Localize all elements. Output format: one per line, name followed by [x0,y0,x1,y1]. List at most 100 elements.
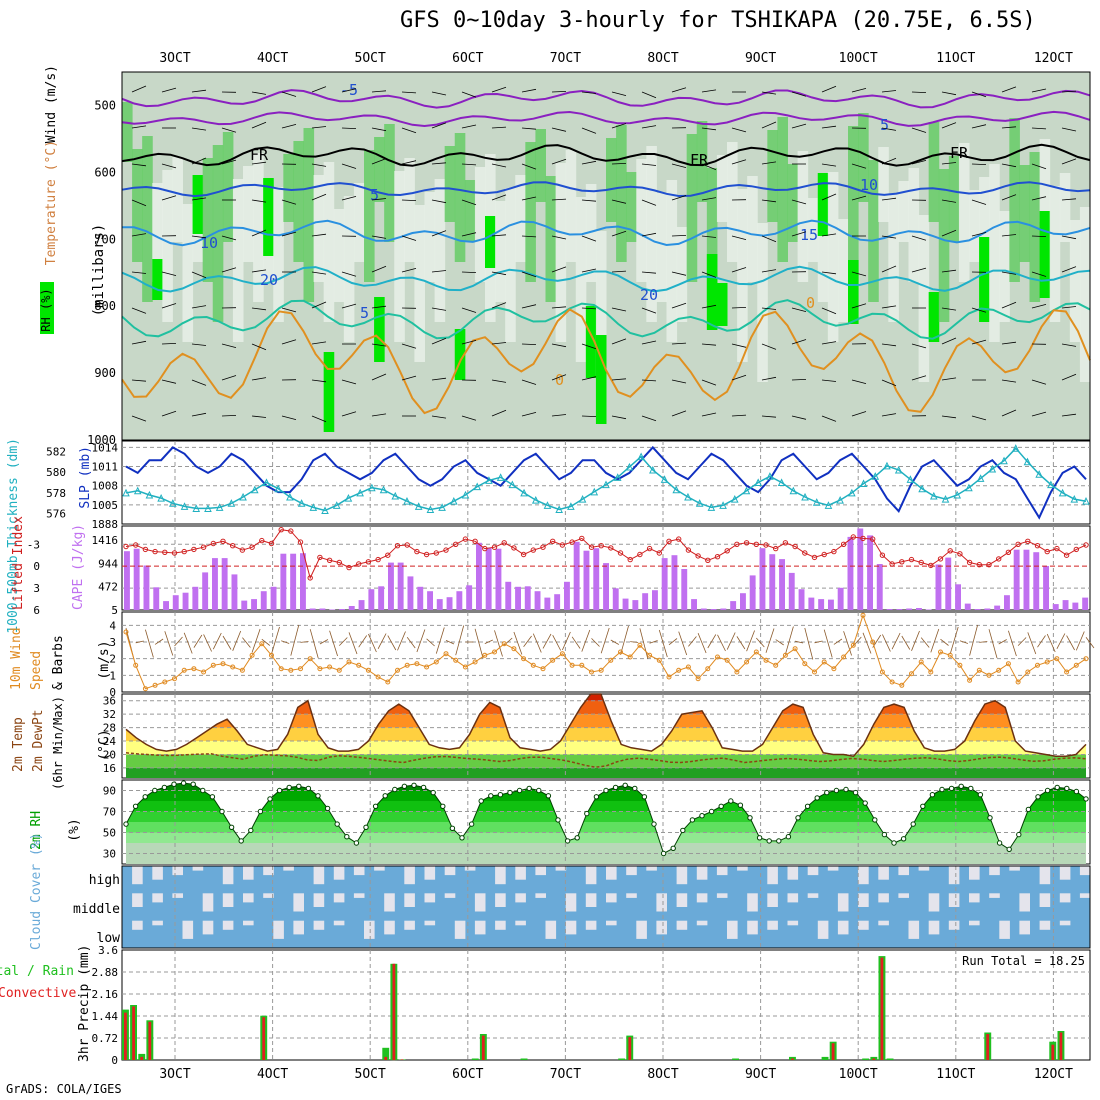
wind-barb [251,161,267,165]
wind-barb-10m [785,626,794,655]
cape-bar [172,595,179,610]
wind-barb-10m [814,640,823,644]
cloud-gap [333,920,345,926]
wind-speed-point [414,661,420,667]
cloud-gap [273,920,284,939]
wind-speed-point [462,664,468,670]
wind-barb-10m [145,629,154,658]
wind-speed-point [589,669,594,675]
lifted-index-point [705,557,711,563]
cape-bar [837,587,844,610]
slp-tick-label: 1011 [92,461,119,474]
wind-speed-point [957,662,963,668]
rh-legend-label: RH (%) [39,288,53,331]
rh-point [766,838,772,844]
wind-barb [581,268,597,273]
wind-barb [401,375,417,381]
rh-point [286,784,292,791]
wind-barb [341,88,357,93]
lifted-tick-label: -3 [27,538,40,551]
wind-barb [881,127,897,131]
rh-contour-fill [293,141,304,262]
cloud-gap [222,866,234,885]
cloud-gap [878,866,889,880]
rh-contour-fill [535,129,546,202]
rh-contour-fill [817,185,829,302]
lifted-index-point [889,561,895,567]
wind-barb-10m [562,631,571,651]
cloud-row-label: low [97,931,121,946]
wind-speed-point [986,672,992,678]
contour-label: FR [690,151,709,169]
wind-barb-10m [610,639,619,645]
wind-barb [581,343,597,350]
wind-barb-10m [726,632,736,650]
wind-barb [251,121,267,129]
wind-speed-point [608,657,614,663]
wind-barb [341,196,357,201]
rh-contour-fill [716,155,728,222]
lifted-index-point [326,557,333,563]
wind-barb [1001,126,1017,129]
cape-bar [1023,549,1030,610]
wind-barb [821,271,837,275]
wind-barb [161,410,177,417]
wind-barb [1061,198,1077,201]
thickness-point [637,452,645,461]
wind-speed-point [637,642,643,648]
rh-high-fill [323,352,335,432]
wind-barb [641,271,657,274]
rh-point [651,821,657,827]
rh-point [161,784,168,791]
rh-contour-fill [706,168,718,302]
cape-bar [260,591,267,610]
rh-contour-fill [303,128,315,302]
wind-barb-10m [853,636,862,647]
wind-barb [1031,163,1047,170]
cape-bar [945,557,952,610]
rh-tick-label: 70 [103,806,116,819]
wind-barb-10m [387,635,397,651]
wind-speed-point [501,641,507,647]
thickness-point [543,501,552,509]
wind-barb [1001,301,1017,309]
wind-barb-10m [339,637,348,646]
rh-point [728,798,734,804]
wind-barb-10m [930,628,940,653]
lifted-index-point [656,550,662,556]
lifted-index-point [307,575,313,581]
lifted-index-point [1054,545,1060,552]
rh-contour-fill [364,150,375,282]
wind-speed-point [947,652,953,658]
wind-speed-point [191,666,197,672]
lifted-index-point [976,562,982,568]
wind-barb [131,199,147,207]
rh-point [1035,794,1041,800]
rh-point [344,834,350,840]
thickness-point [672,485,681,494]
lifted-index-point [996,556,1002,562]
rh-contour-fill [283,154,294,222]
cloud-gap [585,893,597,907]
cape-bar [661,558,668,610]
cape-bar [417,586,424,610]
lifted-index-point [763,542,769,548]
wind-barb-10m [988,629,998,659]
rh-point [708,808,715,815]
cloud-gap [989,893,1000,898]
cloud-gap [1019,920,1030,935]
wind-barb [971,124,987,129]
x-date-label-top: 9OCT [745,51,776,66]
lifted-index-point [259,537,265,544]
wind-barb [491,194,507,201]
precip-conv-bar [791,1058,794,1060]
wind-barb [761,199,777,203]
cape-bar [710,609,717,610]
cloud-gap [1059,893,1071,903]
lifted-index-point [1063,552,1070,558]
wind-barb [221,127,237,133]
wind-barb-10m [668,638,678,646]
rh-band [126,832,1086,843]
wind-barb [581,376,597,381]
thickness-point [180,502,189,510]
